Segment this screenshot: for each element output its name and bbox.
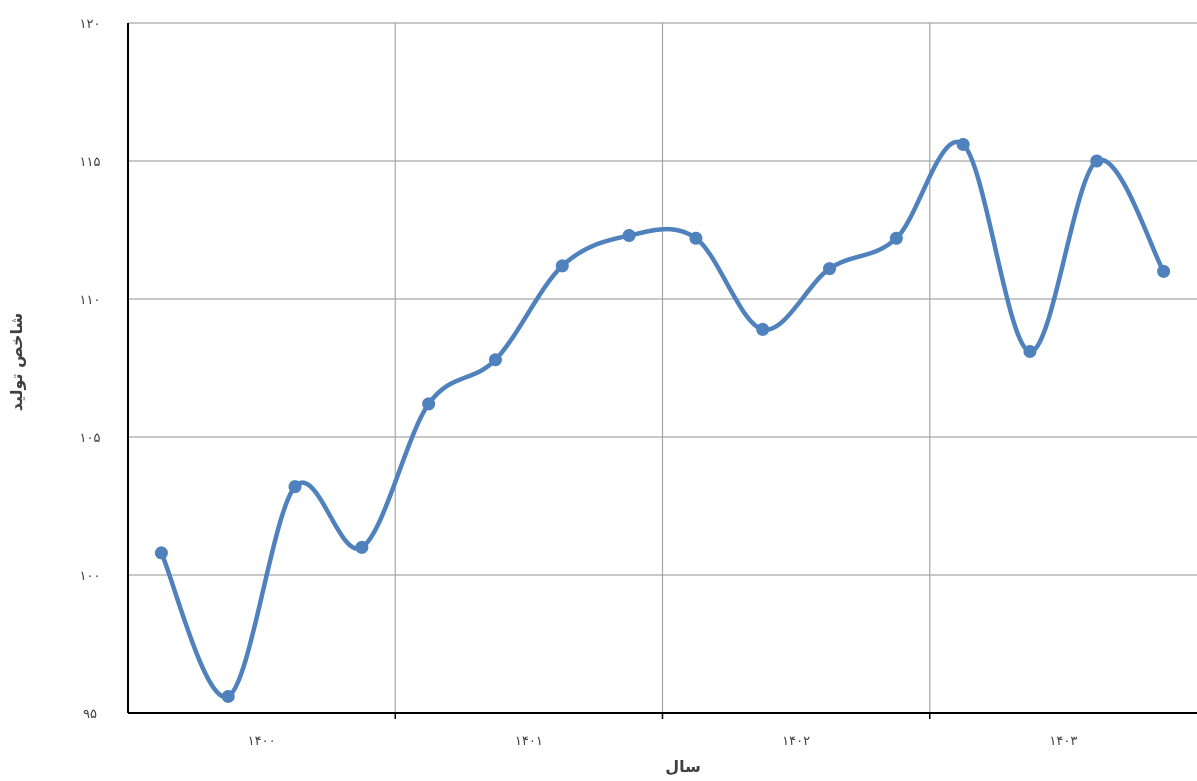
data-point [556,259,569,272]
data-point [1023,345,1036,358]
y-tick-label: ۱۱۰ [80,293,101,308]
data-point [623,229,636,242]
x-tick-labels: ۱۴۰۰ ۱۴۰۱ ۱۴۰۲ ۱۴۰۳ [248,734,1078,749]
data-point [957,138,970,151]
y-tick-labels: ۹۵ ۱۰۰ ۱۰۵ ۱۱۰ ۱۱۵ ۱۲۰ [80,17,101,722]
x-tick-label: ۱۴۰۰ [248,734,276,749]
x-tick-label: ۱۴۰۱ [515,734,543,749]
x-axis-title: سال [665,757,701,776]
data-point [422,397,435,410]
y-tick-label: ۱۲۰ [80,17,101,32]
y-tick-label: ۹۵ [83,707,97,722]
data-point [289,480,302,493]
data-point [756,323,769,336]
x-tick-label: ۱۴۰۲ [782,734,810,749]
data-point [489,353,502,366]
data-point [890,232,903,245]
data-point [1090,155,1103,168]
data-point [155,546,168,559]
data-point [355,541,368,554]
y-tick-label: ۱۱۵ [80,155,101,170]
data-point [1157,265,1170,278]
gridlines [128,23,1197,713]
data-point [222,690,235,703]
y-axis-title: شاخص تولید [7,313,26,412]
data-point [689,232,702,245]
data-point [823,262,836,275]
y-tick-label: ۱۰۰ [80,569,101,584]
y-tick-label: ۱۰۵ [80,431,101,446]
x-tick-label: ۱۴۰۳ [1049,734,1077,749]
